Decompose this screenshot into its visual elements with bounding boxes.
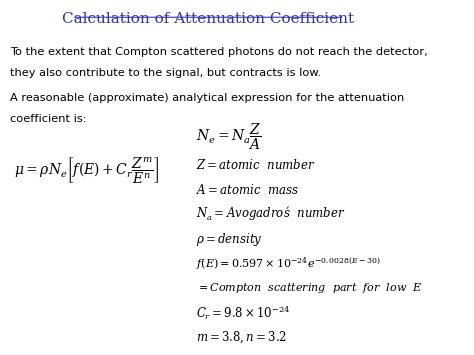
Text: $N_e = N_a \dfrac{Z}{A}$: $N_e = N_a \dfrac{Z}{A}$ — [196, 122, 262, 152]
Text: $C_r = 9.8 \times 10^{-24}$: $C_r = 9.8 \times 10^{-24}$ — [196, 304, 290, 322]
Text: $A = \mathit{atomic\ \ mass}$: $A = \mathit{atomic\ \ mass}$ — [196, 183, 299, 197]
Text: $m = 3.8, n = 3.2$: $m = 3.8, n = 3.2$ — [196, 330, 286, 345]
Text: Calculation of Attenuation Coefficient: Calculation of Attenuation Coefficient — [62, 12, 354, 26]
Text: they also contribute to the signal, but contracts is low.: they also contribute to the signal, but … — [9, 68, 321, 78]
Text: $\rho = \mathit{density}$: $\rho = \mathit{density}$ — [196, 231, 263, 248]
Text: $\mu = \rho N_e \left[ f(E) + C_r \dfrac{Z^m}{E^n} \right]$: $\mu = \rho N_e \left[ f(E) + C_r \dfrac… — [14, 155, 159, 186]
Text: $f(E) = 0.597 \times 10^{-24} e^{-0.0028(E-30)}$: $f(E) = 0.597 \times 10^{-24} e^{-0.0028… — [196, 256, 380, 272]
Text: $= \mathit{Compton\ \ scattering\ \ part\ \ for\ \ low\ \ E}$: $= \mathit{Compton\ \ scattering\ \ part… — [196, 282, 422, 295]
Text: $Z = \mathit{atomic\ \ number}$: $Z = \mathit{atomic\ \ number}$ — [196, 158, 315, 172]
Text: $N_a = \mathit{Avogadro\'s\ \ number}$: $N_a = \mathit{Avogadro\'s\ \ number}$ — [196, 206, 345, 223]
Text: A reasonable (approximate) analytical expression for the attenuation: A reasonable (approximate) analytical ex… — [9, 93, 404, 103]
Text: To the extent that Compton scattered photons do not reach the detector,: To the extent that Compton scattered pho… — [9, 47, 428, 57]
Text: coefficient is:: coefficient is: — [9, 114, 86, 124]
